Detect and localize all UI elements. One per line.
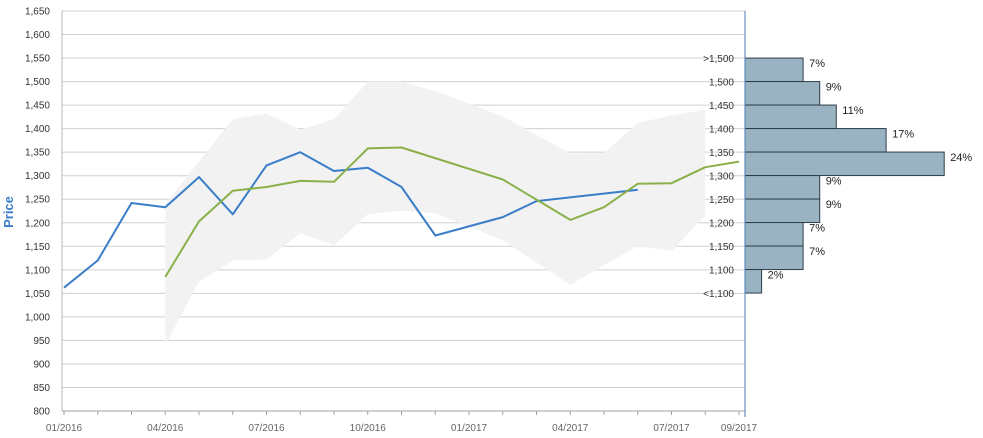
histogram-bar [744,151,945,177]
histogram-pct-label: 2% [768,269,784,281]
histogram-pct-label: 7% [809,58,825,70]
x-tick-label: 07/2017 [653,423,690,434]
y-tick-label: 1,100 [25,265,50,276]
histogram-bin-label: 1,500 [709,78,734,89]
histogram-pct-label: 24% [950,152,972,164]
histogram-pct-label: 9% [826,175,842,187]
y-tick-label: 1,500 [25,77,50,88]
y-tick-label: 1,050 [25,289,50,300]
histogram-bar [744,269,763,294]
price-distribution-histogram: >1,500 7% 1,500 9% 1,450 11% 1,400 17% 1,350 24% 1… [703,54,972,300]
histogram-bar [744,128,887,153]
histogram-bar [744,222,804,247]
histogram-pct-label: 17% [892,128,914,140]
price-lines [63,146,740,289]
histogram-bin-label: <1,100 [703,289,734,300]
forecast-range-band [165,81,706,346]
histogram-bin-label: 1,250 [709,195,734,206]
histogram-bin-label: 1,400 [709,125,734,136]
histogram-bin-label: 1,350 [709,148,734,159]
y-tick-label: 1,150 [25,242,50,253]
price-series-line [63,151,638,289]
histogram-bar [744,175,821,200]
y-tick-label: 950 [33,336,50,347]
y-tick-label: 1,200 [25,218,50,229]
histogram-bar [744,57,804,83]
axes: 800 850 900 950 1,000 1,050 1,100 1,150 1,200 1,2… [25,7,758,435]
histogram-bar [744,81,821,106]
x-tick-label: 07/2016 [248,423,285,434]
y-tick-label: 1,550 [25,54,50,65]
y-tick-label: 1,400 [25,124,50,135]
y-tick-label: 900 [33,359,50,370]
histogram-pct-label: 11% [842,105,863,117]
x-tick-label: 04/2016 [147,423,184,434]
y-tick-label: 1,000 [25,312,50,323]
histogram-bin-label: 1,450 [709,101,734,112]
histogram-bin-label: >1,500 [703,54,734,65]
x-tick-label: 10/2016 [350,423,387,434]
histogram-bar [744,245,804,271]
x-tick-label: 01/2017 [451,423,488,434]
x-tick-label: 04/2017 [552,423,589,434]
histogram-pct-label: 9% [826,199,842,211]
histogram-bar [744,104,837,130]
y-tick-label: 1,250 [25,195,50,206]
y-tick-label: 1,600 [25,30,50,41]
y-tick-label: 1,350 [25,148,50,159]
x-tick-label: 09/2017 [721,423,758,434]
y-tick-label: 800 [33,407,50,418]
y-tick-label: 850 [33,383,50,394]
histogram-bin-label: 1,100 [709,266,734,277]
price-series-line [164,146,740,278]
histogram-bar [744,198,821,224]
forecast-band-area [165,81,706,346]
y-tick-label: 1,650 [25,7,50,18]
x-tick-label: 01/2016 [46,423,83,434]
y-axis-title: Price [1,196,16,228]
histogram-pct-label: 7% [809,222,825,234]
histogram-pct-label: 7% [809,246,825,258]
histogram-bin-label: 1,200 [709,219,734,230]
histogram-bin-label: 1,300 [709,172,734,183]
y-tick-label: 1,450 [25,101,50,112]
y-tick-label: 1,300 [25,171,50,182]
histogram-pct-label: 9% [826,81,842,93]
histogram-bin-label: 1,150 [709,242,734,253]
